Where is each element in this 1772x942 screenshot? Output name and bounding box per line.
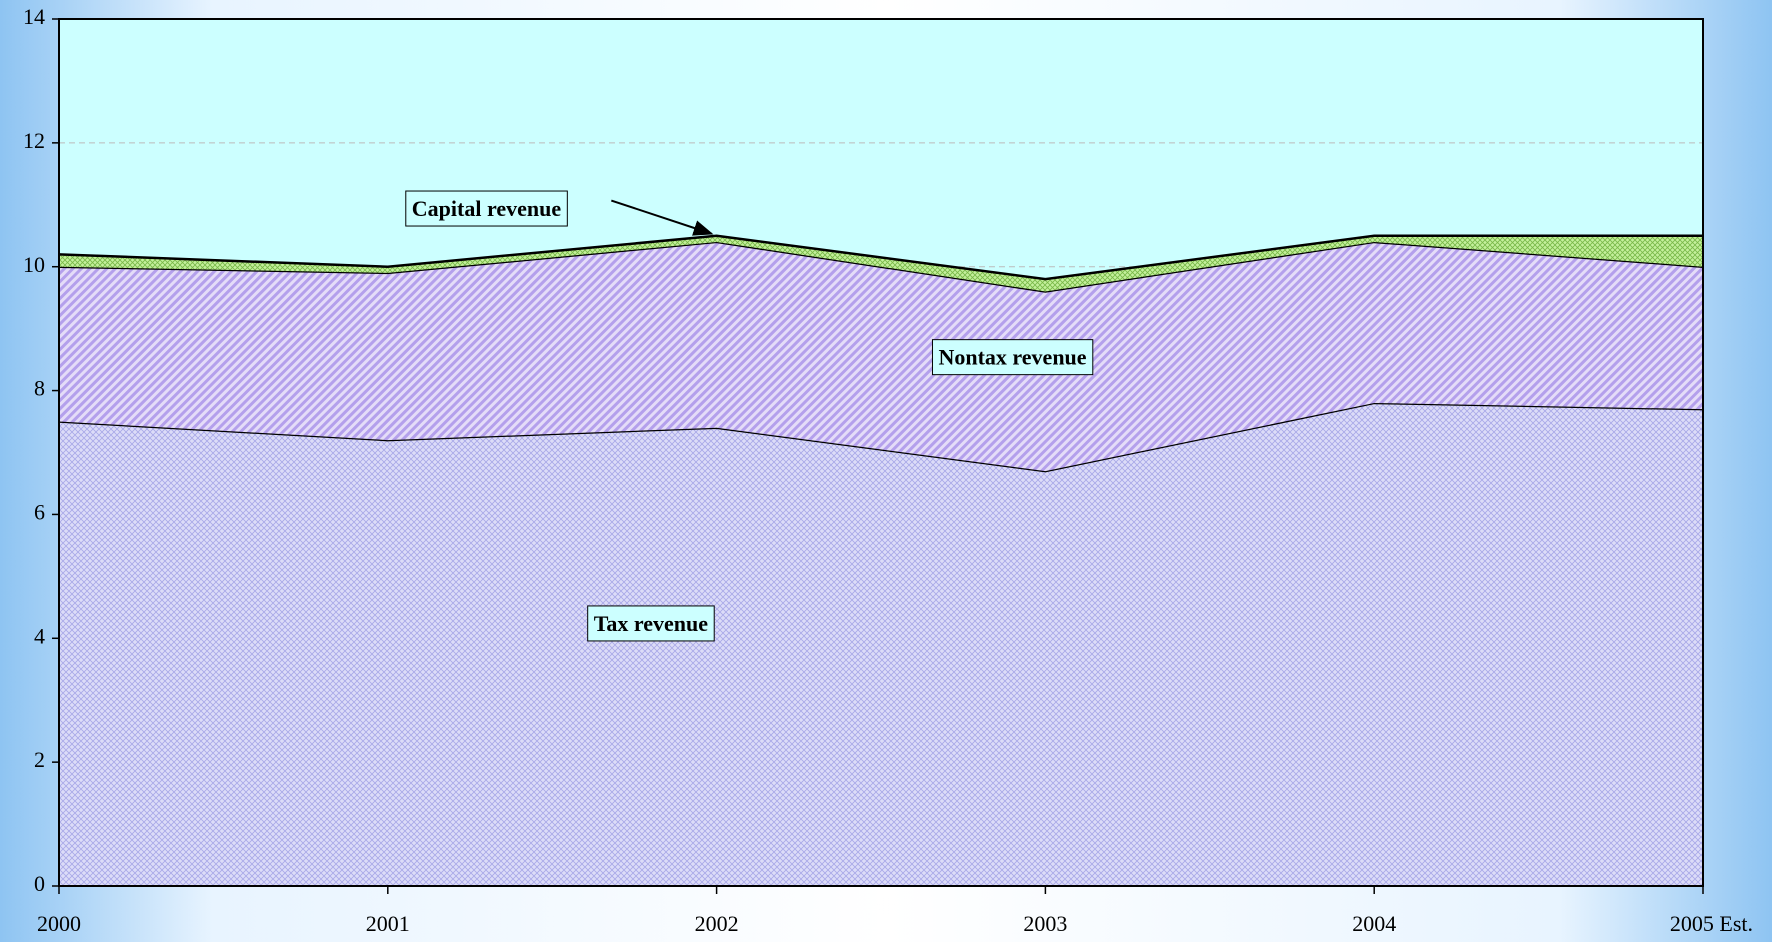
label-box [405,190,568,227]
y-tick-label: 14 [23,4,45,29]
series-label: Nontax revenue [938,345,1086,370]
y-tick-label: 12 [23,128,45,153]
x-tick-label: 2004 [1352,911,1396,936]
y-tick-label: 2 [34,747,45,772]
y-tick-label: 4 [34,623,45,648]
annotation-arrow [611,199,714,236]
label-box [931,339,1094,376]
y-tick-label: 0 [34,871,45,896]
area [59,235,1703,292]
x-tick-label: 2000 [37,911,81,936]
label-box [587,605,715,642]
x-tick-label: 2003 [1023,911,1067,936]
y-tick-label: 10 [23,252,45,277]
area-edge [58,234,1703,281]
area [59,402,1703,886]
series-label: Tax revenue [594,611,709,636]
y-tick-label: 8 [34,376,45,401]
series-label: Capital revenue [412,196,562,221]
x-tick-label: 2001 [366,911,410,936]
y-tick-label: 6 [34,499,45,524]
x-tick-label: 2002 [695,911,739,936]
x-tick-label: 2005 Est. [1670,911,1753,936]
plot-border [58,18,1704,887]
area [59,241,1703,472]
